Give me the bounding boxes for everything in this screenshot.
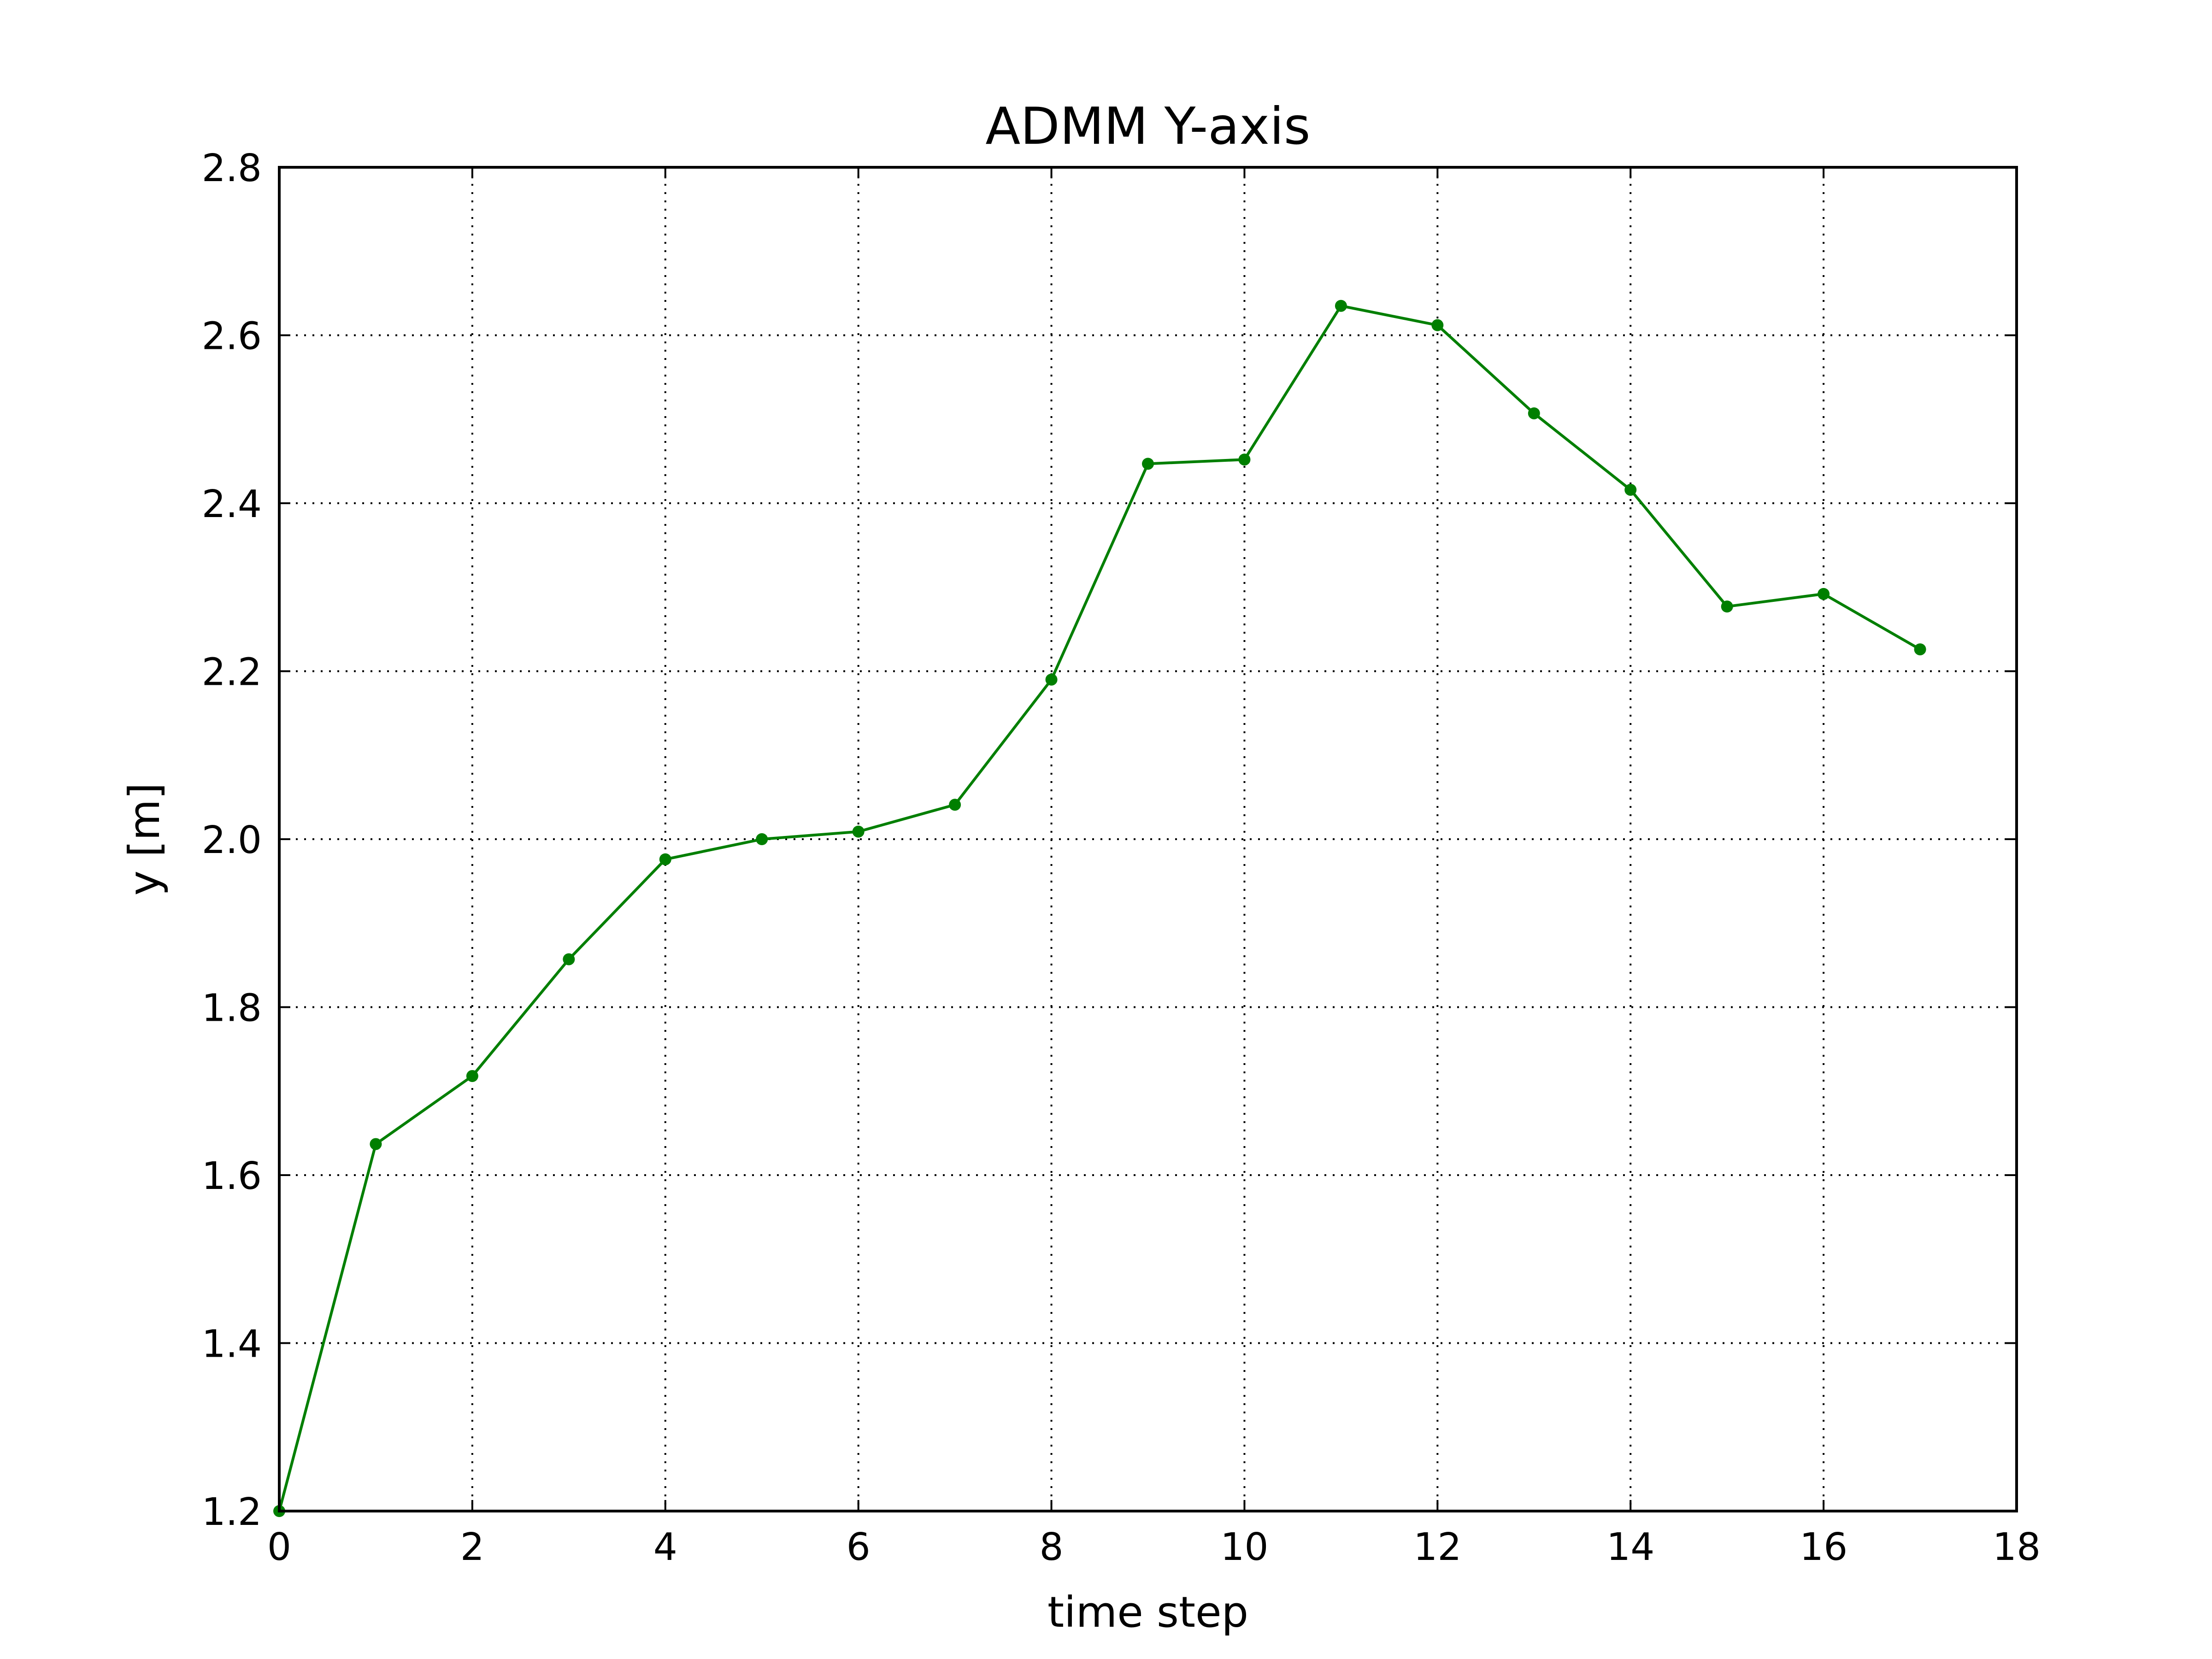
data-point [852,825,865,838]
chart-title: ADMM Y-axis [985,97,1310,156]
tick-marks [278,166,2018,1512]
y-tick-label: 2.0 [202,818,262,862]
x-tick-labels: 0 2 4 6 8 10 12 14 16 18 [267,1525,2041,1569]
y-axis-title: y [m] [120,782,169,895]
data-point [1818,588,1830,600]
data-point [756,833,768,845]
x-axis-title: time step [1047,1588,1248,1637]
data-point [466,1070,478,1082]
data-point [1045,673,1058,686]
data-point [370,1138,382,1150]
x-tick-label: 0 [267,1525,291,1569]
x-tick-label: 6 [847,1525,871,1569]
series-line [278,304,1921,1512]
y-tick-label: 1.4 [202,1323,262,1366]
y-tick-labels: 1.2 1.4 1.6 1.8 2.0 2.2 2.4 2.6 2.8 [202,147,262,1534]
data-point [1431,319,1444,331]
data-point [659,853,671,865]
y-tick-label: 2.4 [202,482,262,526]
data-point [1624,483,1637,496]
x-tick-label: 14 [1606,1525,1654,1569]
data-point [1721,600,1733,613]
x-tick-label: 8 [1039,1525,1063,1569]
data-point [1142,458,1154,470]
x-tick-label: 12 [1413,1525,1461,1569]
x-tick-label: 16 [1800,1525,1847,1569]
data-point [563,953,575,965]
x-tick-label: 18 [1993,1525,2041,1569]
data-point [949,799,961,811]
data-point [1238,453,1251,466]
data-point [1528,407,1540,419]
data-point [1335,300,1347,312]
x-tick-label: 2 [460,1525,484,1569]
y-tick-label: 2.6 [202,315,262,359]
y-tick-label: 2.8 [202,147,262,190]
y-tick-label: 1.8 [202,987,262,1030]
y-tick-label: 2.2 [202,651,262,694]
y-tick-label: 1.6 [202,1154,262,1198]
x-tick-label: 10 [1220,1525,1268,1569]
x-tick-label: 4 [653,1525,677,1569]
y-tick-label: 1.2 [202,1490,262,1534]
data-point [1914,643,1926,656]
